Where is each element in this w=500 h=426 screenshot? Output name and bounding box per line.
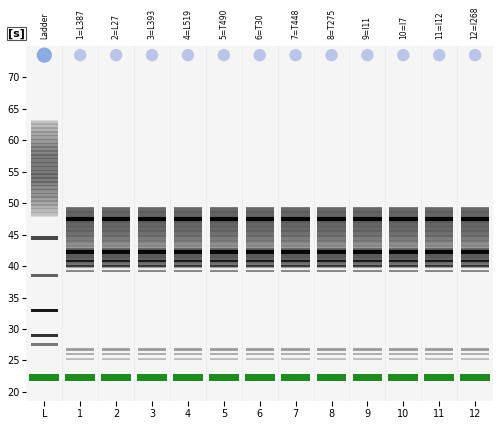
Point [292,52,300,58]
Bar [173,374,203,381]
Point [435,52,443,58]
Bar [137,374,167,381]
Point [112,52,120,58]
Point [364,52,372,58]
Bar [245,374,274,381]
Point [220,52,228,58]
Point [40,52,48,58]
Bar [102,374,131,381]
Bar [460,374,490,381]
Point [471,52,479,58]
Point [328,52,336,58]
Text: [s]: [s] [8,28,24,39]
Bar [316,374,346,381]
Bar [424,374,454,381]
Bar [30,374,59,381]
Bar [281,374,310,381]
Point [76,52,84,58]
Bar [352,374,382,381]
Bar [66,374,95,381]
Point [256,52,264,58]
Point [148,52,156,58]
Point [184,52,192,58]
Bar [209,374,238,381]
Point [400,52,407,58]
Bar [388,374,418,381]
